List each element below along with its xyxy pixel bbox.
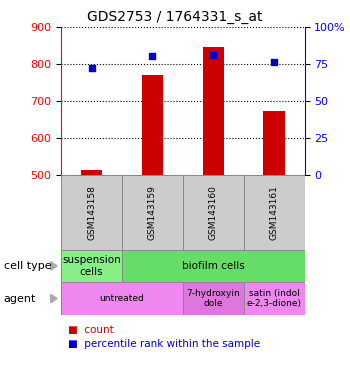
Text: ■  percentile rank within the sample: ■ percentile rank within the sample [68,339,260,349]
Text: GSM143159: GSM143159 [148,185,157,240]
FancyBboxPatch shape [122,175,183,250]
FancyBboxPatch shape [122,250,304,282]
Point [210,52,216,58]
Text: suspension
cells: suspension cells [62,255,121,277]
Text: GDS2753 / 1764331_s_at: GDS2753 / 1764331_s_at [87,10,263,23]
FancyBboxPatch shape [61,175,122,250]
Text: satin (indol
e-2,3-dione): satin (indol e-2,3-dione) [247,289,302,308]
Point [150,53,155,60]
Bar [264,111,285,175]
Text: untreated: untreated [100,294,145,303]
Text: ■  count: ■ count [68,325,114,335]
FancyBboxPatch shape [244,282,304,315]
FancyBboxPatch shape [244,175,304,250]
Text: biofilm cells: biofilm cells [182,261,245,271]
FancyBboxPatch shape [183,175,244,250]
Text: GSM143160: GSM143160 [209,185,218,240]
FancyBboxPatch shape [183,282,244,315]
Point [271,59,277,65]
FancyBboxPatch shape [61,250,122,282]
Text: GSM143158: GSM143158 [87,185,96,240]
Text: agent: agent [4,293,36,304]
Point [89,65,95,71]
Text: 7-hydroxyin
dole: 7-hydroxyin dole [187,289,240,308]
Bar [142,75,163,175]
Text: GSM143161: GSM143161 [270,185,279,240]
Bar [203,47,224,175]
Bar [81,170,102,175]
FancyBboxPatch shape [61,282,183,315]
Text: cell type: cell type [4,261,51,271]
